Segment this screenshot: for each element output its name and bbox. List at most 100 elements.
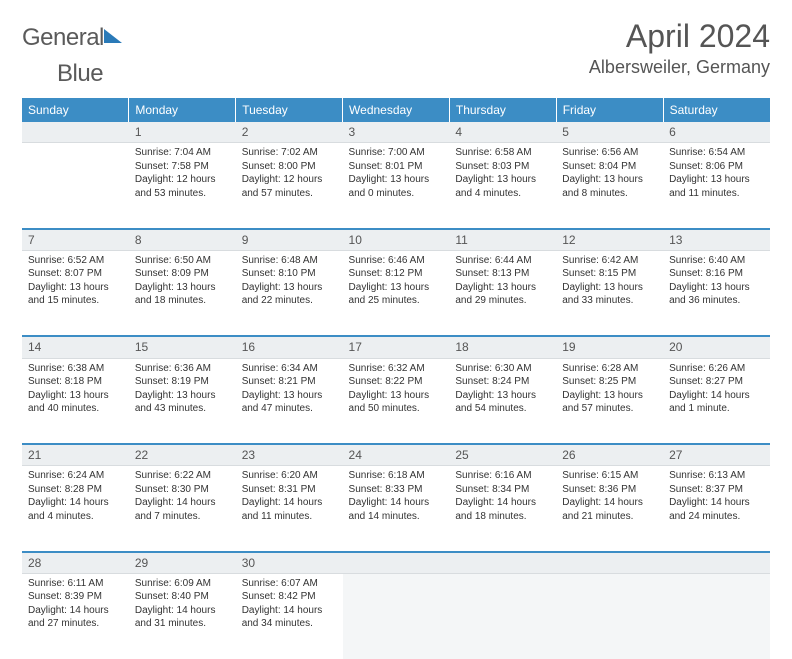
day2-text: and 22 minutes. xyxy=(242,294,337,308)
day2-text: and 29 minutes. xyxy=(455,294,550,308)
day-cell: Sunrise: 6:20 AMSunset: 8:31 PMDaylight:… xyxy=(236,466,343,552)
sunset-text: Sunset: 8:30 PM xyxy=(135,483,230,497)
day-cell: Sunrise: 6:26 AMSunset: 8:27 PMDaylight:… xyxy=(663,358,770,444)
day-detail: Sunrise: 6:46 AMSunset: 8:12 PMDaylight:… xyxy=(349,254,444,308)
day2-text: and 25 minutes. xyxy=(349,294,444,308)
day2-text: and 7 minutes. xyxy=(135,510,230,524)
logo-triangle-icon xyxy=(104,29,122,43)
sunset-text: Sunset: 8:37 PM xyxy=(669,483,764,497)
sunset-text: Sunset: 8:39 PM xyxy=(28,590,123,604)
day2-text: and 53 minutes. xyxy=(135,187,230,201)
sunset-text: Sunset: 8:21 PM xyxy=(242,375,337,389)
day1-text: Daylight: 13 hours xyxy=(28,281,123,295)
sunset-text: Sunset: 8:10 PM xyxy=(242,267,337,281)
day-detail: Sunrise: 6:30 AMSunset: 8:24 PMDaylight:… xyxy=(455,362,550,416)
sunrise-text: Sunrise: 6:26 AM xyxy=(669,362,764,376)
day-cell: Sunrise: 6:46 AMSunset: 8:12 PMDaylight:… xyxy=(343,250,450,336)
day2-text: and 15 minutes. xyxy=(28,294,123,308)
day2-text: and 27 minutes. xyxy=(28,617,123,631)
day1-text: Daylight: 13 hours xyxy=(135,281,230,295)
sunrise-text: Sunrise: 6:07 AM xyxy=(242,577,337,591)
day-detail: Sunrise: 7:04 AMSunset: 7:58 PMDaylight:… xyxy=(135,146,230,200)
day2-text: and 57 minutes. xyxy=(242,187,337,201)
day-detail: Sunrise: 6:13 AMSunset: 8:37 PMDaylight:… xyxy=(669,469,764,523)
day-cell: Sunrise: 6:58 AMSunset: 8:03 PMDaylight:… xyxy=(449,143,556,229)
day2-text: and 43 minutes. xyxy=(135,402,230,416)
weekday-header: Thursday xyxy=(449,98,556,122)
day1-text: Daylight: 14 hours xyxy=(349,496,444,510)
sunset-text: Sunset: 8:33 PM xyxy=(349,483,444,497)
day-detail: Sunrise: 6:52 AMSunset: 8:07 PMDaylight:… xyxy=(28,254,123,308)
day-detail: Sunrise: 6:22 AMSunset: 8:30 PMDaylight:… xyxy=(135,469,230,523)
day-detail: Sunrise: 6:50 AMSunset: 8:09 PMDaylight:… xyxy=(135,254,230,308)
day-cell: Sunrise: 6:15 AMSunset: 8:36 PMDaylight:… xyxy=(556,466,663,552)
month-title: April 2024 xyxy=(589,18,770,55)
sunrise-text: Sunrise: 6:56 AM xyxy=(562,146,657,160)
sunrise-text: Sunrise: 6:18 AM xyxy=(349,469,444,483)
day-number: 5 xyxy=(556,122,663,143)
sunrise-text: Sunrise: 6:50 AM xyxy=(135,254,230,268)
sunset-text: Sunset: 8:36 PM xyxy=(562,483,657,497)
day-cell: Sunrise: 6:34 AMSunset: 8:21 PMDaylight:… xyxy=(236,358,343,444)
logo-part1: General xyxy=(22,24,104,51)
day-detail: Sunrise: 6:20 AMSunset: 8:31 PMDaylight:… xyxy=(242,469,337,523)
day-number: 4 xyxy=(449,122,556,143)
day-detail: Sunrise: 6:48 AMSunset: 8:10 PMDaylight:… xyxy=(242,254,337,308)
day-number: 22 xyxy=(129,444,236,466)
day2-text: and 31 minutes. xyxy=(135,617,230,631)
day-cell: Sunrise: 6:22 AMSunset: 8:30 PMDaylight:… xyxy=(129,466,236,552)
day-number: 23 xyxy=(236,444,343,466)
weekday-header: Wednesday xyxy=(343,98,450,122)
sunset-text: Sunset: 8:19 PM xyxy=(135,375,230,389)
day-cell: Sunrise: 7:00 AMSunset: 8:01 PMDaylight:… xyxy=(343,143,450,229)
day2-text: and 0 minutes. xyxy=(349,187,444,201)
day-number: 6 xyxy=(663,122,770,143)
day-detail: Sunrise: 6:15 AMSunset: 8:36 PMDaylight:… xyxy=(562,469,657,523)
day-number: 26 xyxy=(556,444,663,466)
day2-text: and 40 minutes. xyxy=(28,402,123,416)
sunset-text: Sunset: 8:04 PM xyxy=(562,160,657,174)
daynum-row: 14151617181920 xyxy=(22,336,770,358)
day-cell: Sunrise: 6:11 AMSunset: 8:39 PMDaylight:… xyxy=(22,573,129,659)
day-cell: Sunrise: 6:40 AMSunset: 8:16 PMDaylight:… xyxy=(663,250,770,336)
sunrise-text: Sunrise: 6:20 AM xyxy=(242,469,337,483)
day2-text: and 24 minutes. xyxy=(669,510,764,524)
day-detail: Sunrise: 6:11 AMSunset: 8:39 PMDaylight:… xyxy=(28,577,123,631)
sunrise-text: Sunrise: 7:04 AM xyxy=(135,146,230,160)
sunset-text: Sunset: 8:06 PM xyxy=(669,160,764,174)
day-cell: Sunrise: 6:18 AMSunset: 8:33 PMDaylight:… xyxy=(343,466,450,552)
day1-text: Daylight: 13 hours xyxy=(242,389,337,403)
sunrise-text: Sunrise: 6:30 AM xyxy=(455,362,550,376)
sunrise-text: Sunrise: 6:24 AM xyxy=(28,469,123,483)
day2-text: and 11 minutes. xyxy=(242,510,337,524)
daynum-row: 21222324252627 xyxy=(22,444,770,466)
sunrise-text: Sunrise: 6:22 AM xyxy=(135,469,230,483)
sunrise-text: Sunrise: 6:16 AM xyxy=(455,469,550,483)
day-number: 10 xyxy=(343,229,450,251)
day-cell: Sunrise: 6:44 AMSunset: 8:13 PMDaylight:… xyxy=(449,250,556,336)
day-detail: Sunrise: 6:38 AMSunset: 8:18 PMDaylight:… xyxy=(28,362,123,416)
sunset-text: Sunset: 8:03 PM xyxy=(455,160,550,174)
detail-row: Sunrise: 7:04 AMSunset: 7:58 PMDaylight:… xyxy=(22,143,770,229)
detail-row: Sunrise: 6:24 AMSunset: 8:28 PMDaylight:… xyxy=(22,466,770,552)
day-number: 24 xyxy=(343,444,450,466)
day1-text: Daylight: 12 hours xyxy=(135,173,230,187)
day-detail: Sunrise: 6:16 AMSunset: 8:34 PMDaylight:… xyxy=(455,469,550,523)
day-number: 28 xyxy=(22,552,129,574)
day-cell: Sunrise: 6:48 AMSunset: 8:10 PMDaylight:… xyxy=(236,250,343,336)
day-detail: Sunrise: 7:02 AMSunset: 8:00 PMDaylight:… xyxy=(242,146,337,200)
calendar-body: 123456Sunrise: 7:04 AMSunset: 7:58 PMDay… xyxy=(22,122,770,659)
day2-text: and 54 minutes. xyxy=(455,402,550,416)
day-detail: Sunrise: 6:26 AMSunset: 8:27 PMDaylight:… xyxy=(669,362,764,416)
day2-text: and 33 minutes. xyxy=(562,294,657,308)
day1-text: Daylight: 13 hours xyxy=(28,389,123,403)
sunrise-text: Sunrise: 7:02 AM xyxy=(242,146,337,160)
sunset-text: Sunset: 8:00 PM xyxy=(242,160,337,174)
day-cell: Sunrise: 6:36 AMSunset: 8:19 PMDaylight:… xyxy=(129,358,236,444)
day-detail: Sunrise: 6:56 AMSunset: 8:04 PMDaylight:… xyxy=(562,146,657,200)
day-detail: Sunrise: 6:09 AMSunset: 8:40 PMDaylight:… xyxy=(135,577,230,631)
sunrise-text: Sunrise: 6:46 AM xyxy=(349,254,444,268)
sunrise-text: Sunrise: 6:52 AM xyxy=(28,254,123,268)
sunrise-text: Sunrise: 6:09 AM xyxy=(135,577,230,591)
day-number: 19 xyxy=(556,336,663,358)
